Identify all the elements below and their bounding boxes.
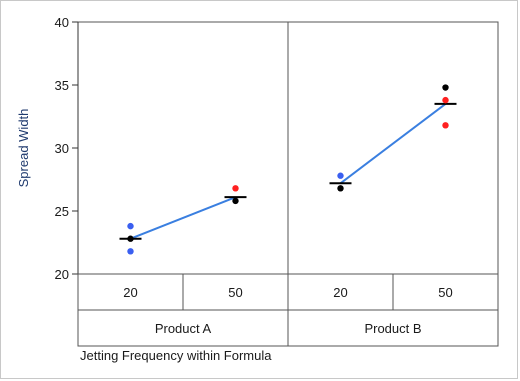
x-group-label: Product B: [364, 321, 421, 336]
y-axis: 20 25 30 35 40: [55, 15, 79, 282]
y-tick-label: 20: [55, 267, 69, 282]
x-axis-table: 20 50 Product A 20 50 Product B: [77, 273, 499, 347]
mean-line: [130, 196, 236, 240]
y-tick-label: 30: [55, 141, 69, 156]
data-point: [127, 235, 134, 242]
data-point: [232, 197, 239, 205]
x-level-label: 50: [228, 285, 242, 300]
data-point: [442, 122, 449, 129]
y-tick-label: 25: [55, 204, 69, 219]
x-group-label: Product A: [155, 321, 212, 336]
x-level-label: 20: [333, 285, 347, 300]
data-point: [232, 185, 239, 192]
data-point: [442, 84, 449, 91]
y-axis-label: Spread Width: [16, 109, 31, 188]
x-level-label: 20: [123, 285, 137, 300]
data-point: [127, 222, 134, 230]
plot-area: [77, 21, 499, 275]
data-point: [337, 185, 344, 192]
mean-line: [339, 103, 447, 185]
data-point: [337, 172, 344, 179]
y-tick-label: 40: [55, 15, 69, 30]
x-axis-label: Jetting Frequency within Formula: [80, 348, 272, 363]
data-point: [127, 248, 134, 255]
data-point: [442, 96, 449, 104]
y-tick-label: 35: [55, 78, 69, 93]
x-level-label: 50: [438, 285, 452, 300]
